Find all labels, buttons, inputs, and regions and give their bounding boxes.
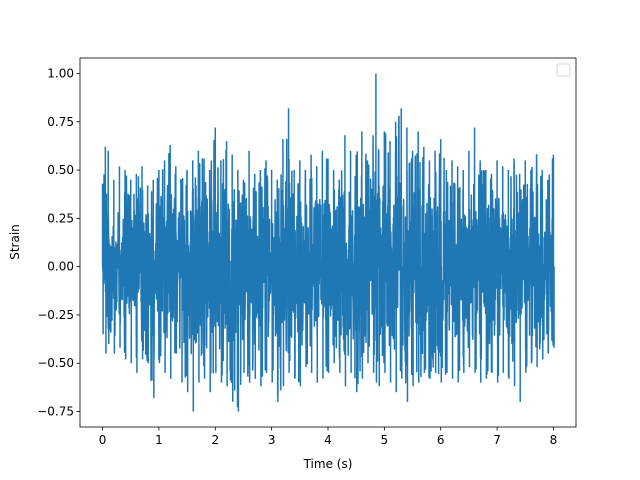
y-tick-label: 0.25 [47, 211, 74, 225]
y-tick-label: 0.50 [47, 163, 74, 177]
x-tick-label: 6 [437, 433, 445, 447]
x-axis-label: Time (s) [303, 457, 353, 471]
y-tick-label: 0.75 [47, 115, 74, 129]
y-tick-label: 0.00 [47, 260, 74, 274]
x-tick-label: 0 [99, 433, 107, 447]
legend-box [556, 63, 571, 77]
y-tick-label: 1.00 [47, 66, 74, 80]
y-axis-label: Strain [8, 224, 22, 260]
x-tick-label: 1 [155, 433, 163, 447]
y-axis-ticks: −0.75 −0.50 −0.25 0.00 0.25 0.50 0.75 1.00 [37, 66, 80, 419]
x-tick-label: 3 [268, 433, 276, 447]
y-tick-label: −0.75 [37, 405, 74, 419]
y-tick-label: −0.50 [37, 356, 74, 370]
y-tick-label: −0.25 [37, 308, 74, 322]
x-tick-label: 2 [211, 433, 219, 447]
x-axis-ticks: 0 1 2 3 4 5 6 7 8 [99, 427, 558, 447]
x-tick-label: 7 [493, 433, 501, 447]
x-tick-label: 5 [381, 433, 389, 447]
series-layer [101, 73, 555, 412]
x-tick-label: 4 [324, 433, 332, 447]
strain-series-line [101, 73, 555, 412]
x-tick-label: 8 [550, 433, 558, 447]
